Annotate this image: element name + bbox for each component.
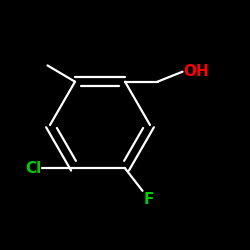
Text: Cl: Cl [25, 161, 41, 176]
Text: OH: OH [184, 64, 210, 79]
Text: F: F [144, 192, 154, 207]
